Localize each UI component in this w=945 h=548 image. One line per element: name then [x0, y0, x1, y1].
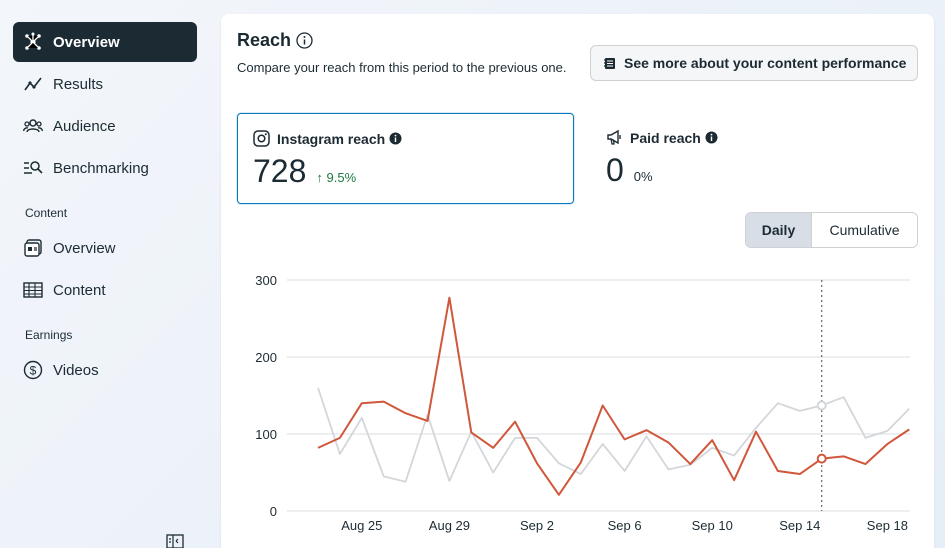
paid-reach-metric[interactable]: Paid reach 0 0% [591, 113, 928, 204]
instagram-icon [253, 130, 270, 147]
sidebar: Overview Results Audience Benchmarking C… [0, 0, 210, 548]
earnings-section-label: Earnings [25, 328, 73, 342]
sidebar-item-label: Videos [53, 361, 99, 379]
collapse-sidebar-icon[interactable] [166, 534, 184, 548]
sidebar-item-content[interactable]: Content [13, 270, 197, 310]
daily-toggle-button[interactable]: Daily [746, 213, 812, 247]
page-title: Reach [237, 30, 292, 50]
audience-icon [23, 116, 43, 136]
period-toggle: Daily Cumulative [745, 212, 918, 248]
benchmarking-icon [23, 158, 43, 178]
x-tick-label: Sep 2 [520, 518, 554, 533]
previous-period-line [317, 387, 910, 483]
svg-text:$: $ [30, 364, 37, 378]
content-overview-icon [23, 238, 43, 258]
info-icon[interactable] [296, 32, 313, 49]
sidebar-item-label: Content [53, 281, 106, 299]
sidebar-item-label: Overview [53, 239, 116, 257]
sidebar-item-label: Audience [53, 117, 116, 135]
reach-card: Reach Compare your reach from this perio… [221, 14, 934, 548]
dollar-icon: $ [23, 360, 43, 380]
instagram-reach-value: 728 [253, 153, 307, 189]
notebook-icon [604, 57, 615, 69]
y-tick-label: 300 [255, 273, 277, 288]
x-tick-label: Sep 10 [692, 518, 733, 533]
content-section-label: Content [25, 206, 68, 220]
data-point [816, 400, 827, 411]
y-tick-label: 200 [255, 350, 277, 365]
instagram-reach-delta: ↑ 9.5% [316, 170, 357, 185]
page-subtitle: Compare your reach from this period to t… [237, 60, 567, 75]
megaphone-icon [607, 129, 621, 145]
y-tick-label: 100 [255, 427, 277, 442]
arrow-up-icon: ↑ [316, 170, 327, 185]
see-more-button[interactable]: See more about your content performance [590, 45, 918, 81]
sidebar-item-content-overview[interactable]: Overview [13, 228, 197, 268]
paid-reach-label: Paid reach [630, 129, 701, 146]
x-tick-label: Sep 6 [608, 518, 642, 533]
sidebar-item-label: Benchmarking [53, 159, 149, 177]
sidebar-item-audience[interactable]: Audience [13, 106, 197, 146]
info-filled-icon[interactable] [705, 131, 718, 144]
sidebar-item-overview[interactable]: Overview [13, 22, 197, 62]
paid-reach-delta: 0% [633, 169, 653, 184]
paid-reach-value: 0 [606, 152, 624, 188]
content-table-icon [23, 280, 43, 300]
instagram-reach-label: Instagram reach [277, 130, 386, 147]
instagram-reach-metric[interactable]: Instagram reach 728 ↑ 9.5% [237, 113, 574, 204]
x-tick-label: Aug 29 [429, 518, 470, 533]
info-filled-icon[interactable] [389, 132, 402, 145]
see-more-label: See more about your content performance [624, 55, 907, 71]
sidebar-item-benchmarking[interactable]: Benchmarking [13, 148, 197, 188]
reach-line-chart: 0 100 200 300 Aug 25 Aug 29 Sep 2 Sep 6 Sep 10 Se… [255, 273, 910, 533]
sidebar-item-label: Overview [53, 33, 120, 51]
current-period-line [317, 296, 910, 496]
sidebar-item-results[interactable]: Results [13, 64, 197, 104]
y-tick-label: 0 [270, 504, 277, 519]
sidebar-item-videos[interactable]: $ Videos [13, 350, 197, 390]
title-row: Reach [237, 30, 313, 51]
sidebar-item-label: Results [53, 75, 104, 93]
data-point [816, 453, 827, 464]
x-tick-label: Aug 25 [341, 518, 382, 533]
cumulative-toggle-button[interactable]: Cumulative [812, 213, 917, 247]
results-icon [23, 74, 43, 94]
overview-icon [23, 32, 43, 52]
x-tick-label: Sep 18 [867, 518, 908, 533]
x-tick-label: Sep 14 [779, 518, 820, 533]
